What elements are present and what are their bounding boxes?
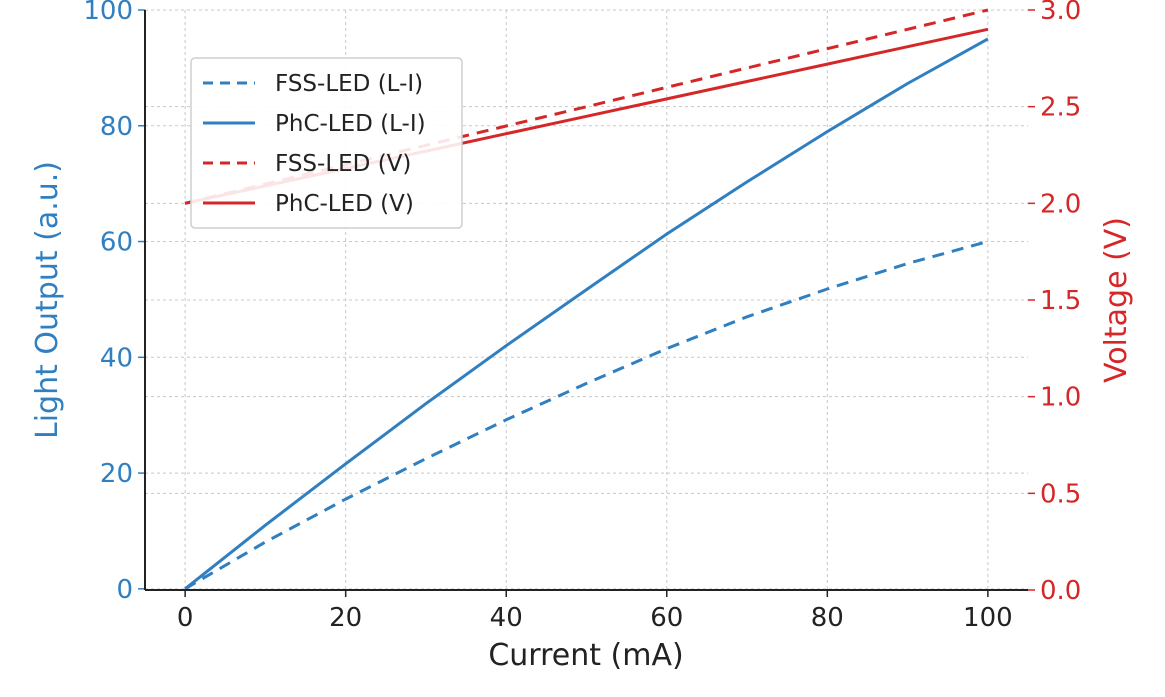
- legend: FSS-LED (L-I) PhC-LED (L-I) FSS-LED (V) PhC…: [190, 57, 463, 229]
- y-left-tick-label: 40: [100, 343, 133, 373]
- y-right-tick-label: 3.0: [1040, 0, 1081, 26]
- y-right-tick-label: 0.5: [1040, 479, 1081, 509]
- x-tick-label: 100: [963, 603, 1013, 633]
- axes: 0 20 40 60 80 100 0 20 40 60 80 100 0.0 0.5 1.0 1.5 2.0 2…: [83, 0, 1081, 633]
- legend-label: PhC-LED (L-I): [275, 111, 426, 137]
- x-tick-label: 20: [329, 603, 362, 633]
- x-axis-label: Current (mA): [488, 638, 683, 673]
- series-line-fss-led-v: [184, 8, 989, 205]
- y-left-tick-label: 80: [100, 112, 133, 142]
- y-right-tick-label: 0.0: [1040, 576, 1081, 606]
- y-right-tick-label: 1.0: [1040, 383, 1081, 413]
- y-left-tick-label: 0: [116, 575, 133, 605]
- legend-label: FSS-LED (L-I): [275, 71, 423, 97]
- x-tick-label: 60: [650, 603, 683, 633]
- y-left-tick-label: 60: [100, 228, 133, 258]
- series-line-phc-led-l-i: [184, 37, 989, 590]
- y-right-tick-label: 2.5: [1040, 93, 1081, 123]
- y-axis-left-label: Light Output (a.u.): [30, 161, 65, 439]
- legend-box: [190, 57, 463, 229]
- legend-label: PhC-LED (V): [275, 191, 414, 217]
- legend-label: FSS-LED (V): [275, 151, 411, 177]
- y-right-tick-label: 2.0: [1040, 189, 1081, 219]
- series-line-fss-led-l-i: [184, 240, 989, 591]
- y-right-tick-label: 1.5: [1040, 286, 1081, 316]
- x-tick-label: 0: [177, 603, 194, 633]
- x-tick-label: 40: [490, 603, 523, 633]
- y-left-tick-label: 20: [100, 459, 133, 489]
- y-axis-right-label: Voltage (V): [1099, 217, 1134, 383]
- x-tick-label: 80: [811, 603, 844, 633]
- y-left-tick-label: 100: [83, 0, 133, 26]
